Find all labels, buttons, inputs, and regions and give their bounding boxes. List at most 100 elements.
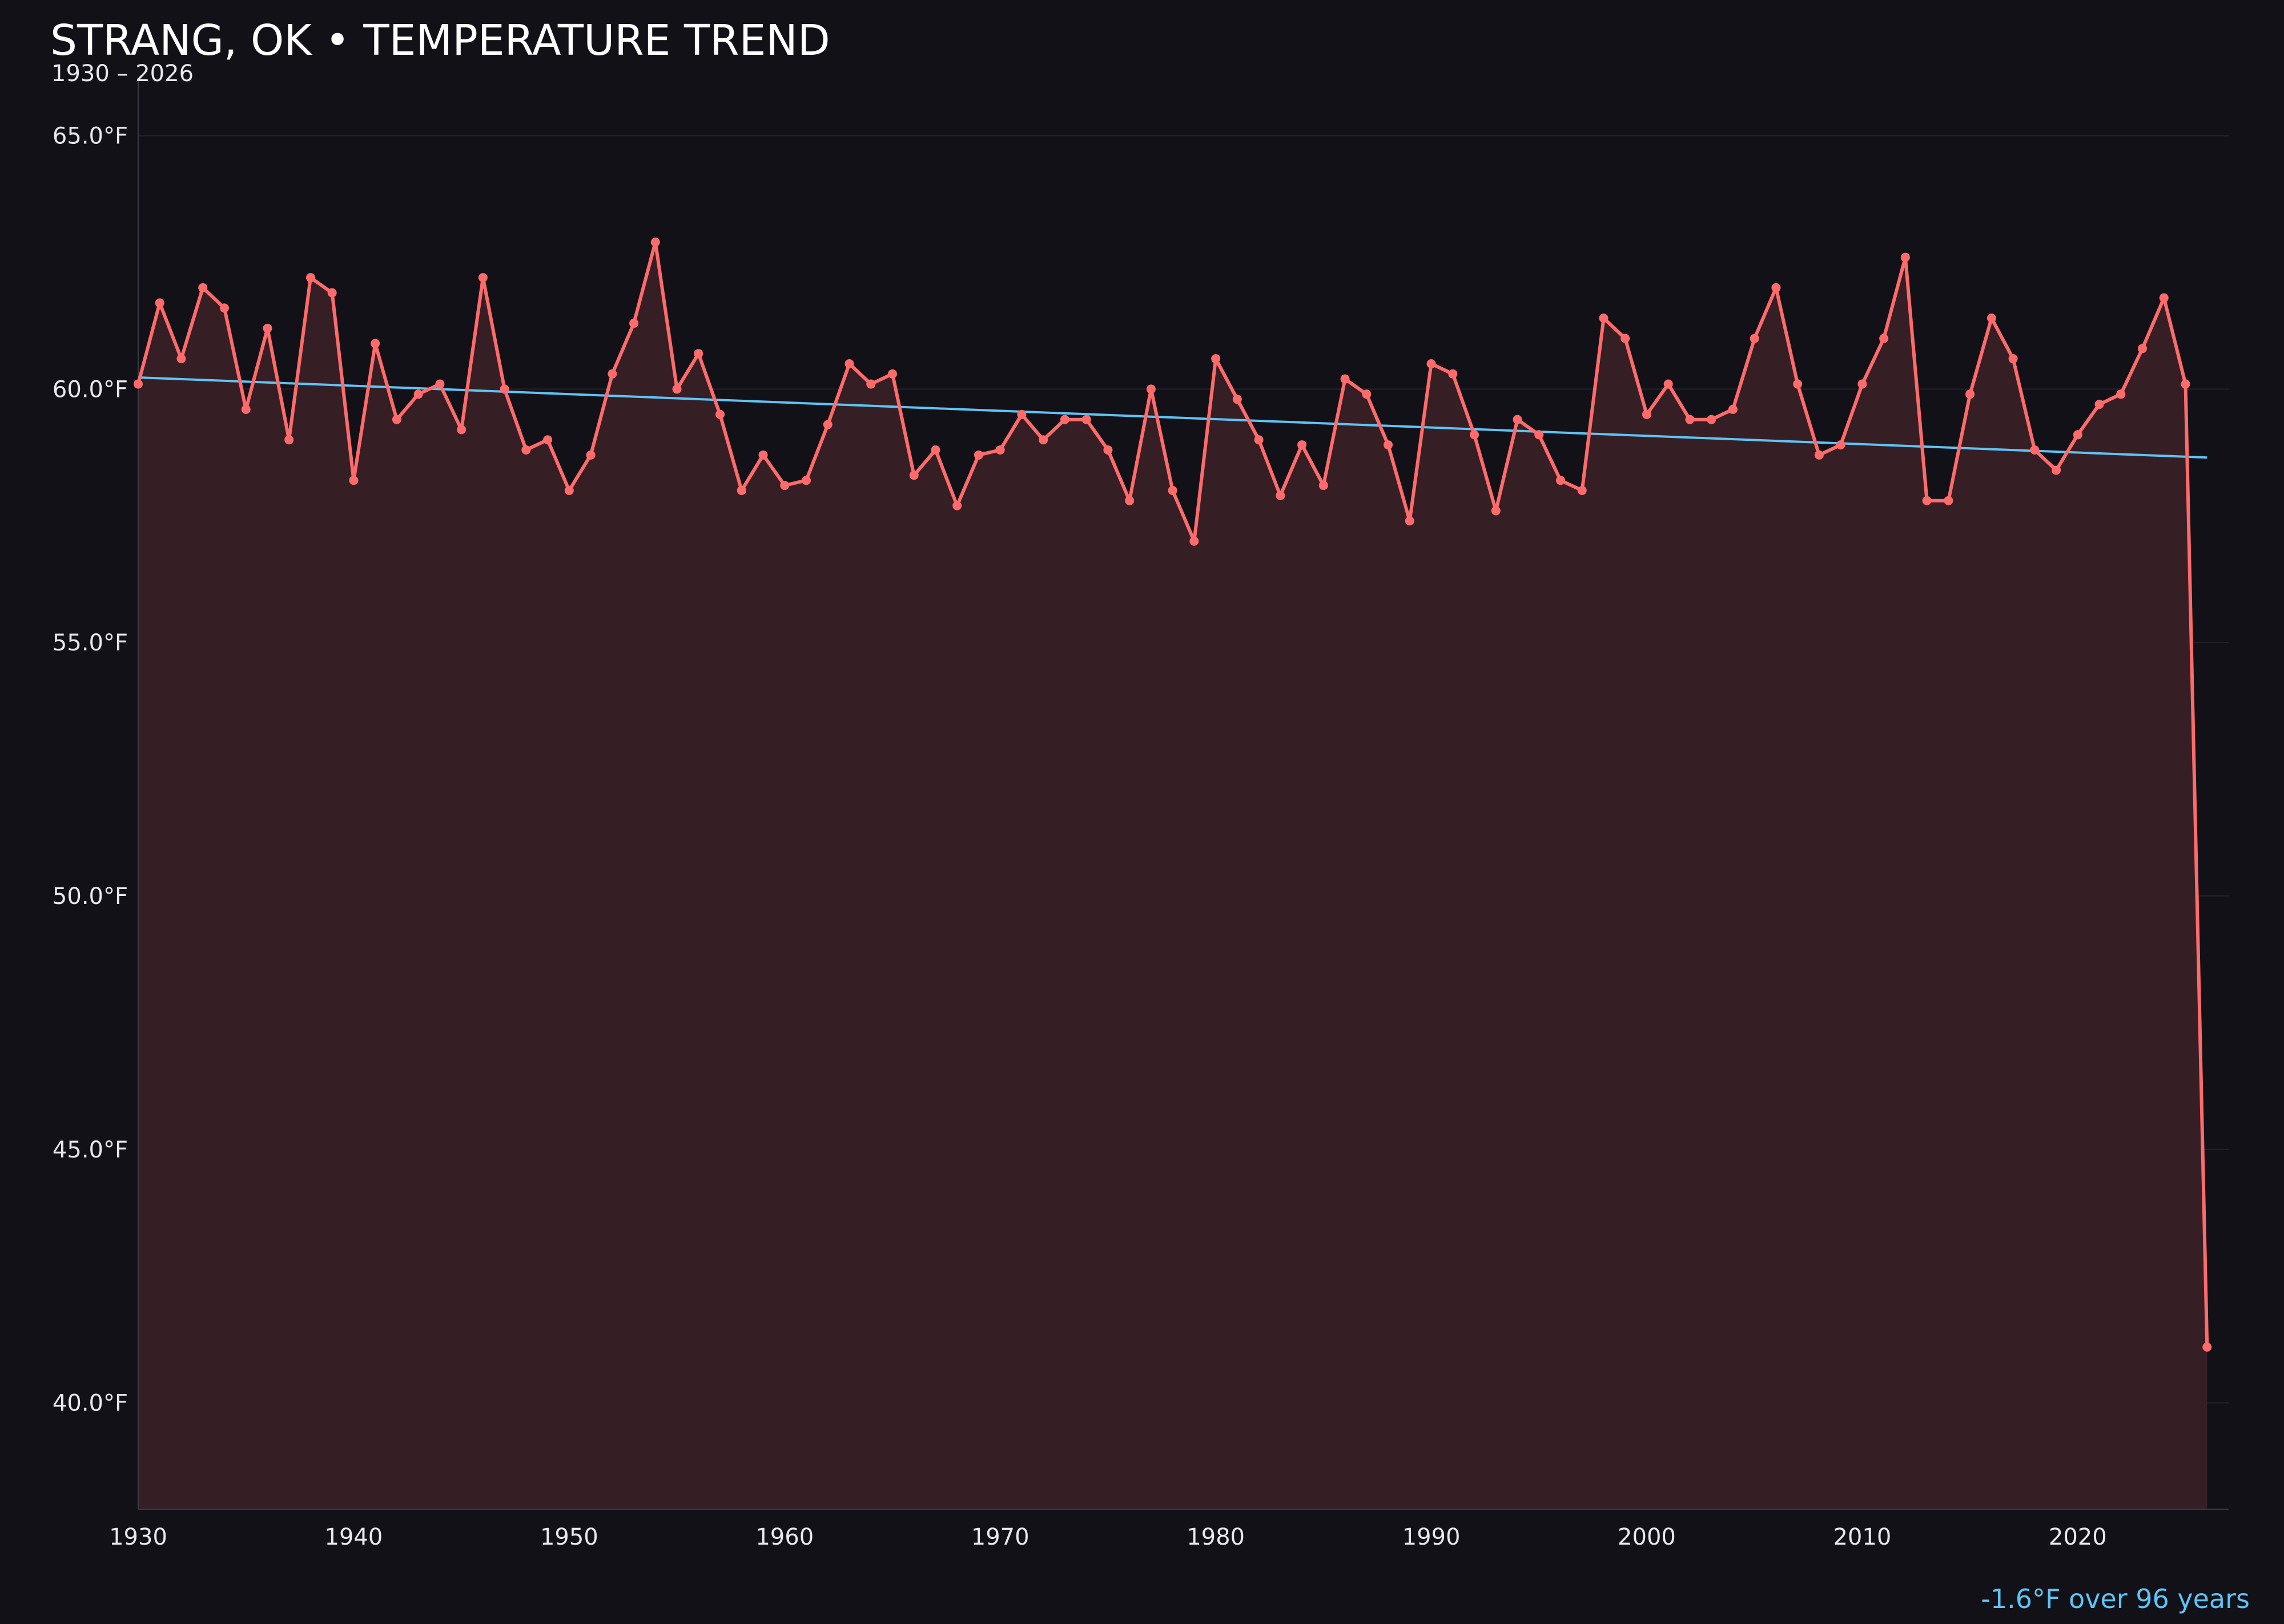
data-point bbox=[176, 354, 186, 364]
data-point bbox=[435, 379, 445, 389]
x-tick-label: 2020 bbox=[2049, 1524, 2107, 1550]
data-point bbox=[1900, 252, 1910, 262]
data-point bbox=[457, 425, 467, 435]
y-tick-label: 40.0°F bbox=[53, 1390, 128, 1417]
data-point bbox=[1189, 536, 1199, 546]
data-point bbox=[1685, 415, 1695, 424]
data-point bbox=[305, 273, 315, 283]
data-point bbox=[845, 359, 854, 369]
data-point bbox=[1555, 476, 1565, 485]
data-point bbox=[974, 450, 983, 460]
data-point bbox=[1793, 379, 1803, 389]
data-point bbox=[1060, 415, 1069, 424]
data-point bbox=[1642, 409, 1651, 419]
data-point bbox=[413, 389, 423, 399]
data-point bbox=[1318, 481, 1328, 491]
data-point bbox=[780, 481, 790, 491]
data-point bbox=[1620, 333, 1630, 343]
data-point bbox=[1965, 389, 1975, 399]
x-tick-label: 1950 bbox=[540, 1524, 598, 1550]
data-point bbox=[349, 476, 359, 485]
data-point bbox=[1125, 496, 1135, 505]
data-point bbox=[952, 501, 962, 510]
data-point bbox=[1944, 496, 1953, 505]
data-point bbox=[392, 415, 401, 424]
data-point bbox=[1771, 283, 1781, 292]
y-tick-label: 60.0°F bbox=[53, 376, 128, 403]
data-point bbox=[758, 450, 768, 460]
data-point bbox=[1750, 333, 1759, 343]
data-point bbox=[1254, 435, 1264, 445]
data-point bbox=[629, 319, 639, 328]
data-point bbox=[134, 379, 143, 389]
data-point bbox=[219, 303, 229, 313]
x-tick-label: 1930 bbox=[109, 1524, 167, 1550]
data-point bbox=[1577, 485, 1587, 495]
data-point bbox=[1513, 415, 1522, 424]
x-tick-label: 2010 bbox=[1833, 1524, 1891, 1550]
data-point bbox=[737, 485, 746, 495]
x-tick-label: 1990 bbox=[1402, 1524, 1461, 1550]
x-tick-label: 1980 bbox=[1187, 1524, 1245, 1550]
data-point bbox=[263, 323, 272, 333]
data-point bbox=[2008, 354, 2018, 364]
data-point bbox=[1103, 445, 1113, 455]
data-point bbox=[2181, 379, 2190, 389]
data-point bbox=[2116, 389, 2126, 399]
data-point bbox=[327, 288, 337, 298]
data-point bbox=[1922, 496, 1932, 505]
data-point bbox=[1663, 379, 1673, 389]
data-point bbox=[1297, 440, 1307, 450]
data-point bbox=[198, 283, 208, 292]
data-point bbox=[823, 420, 833, 429]
data-point bbox=[866, 379, 876, 389]
data-point bbox=[1987, 313, 1996, 323]
data-point bbox=[802, 476, 811, 485]
data-point bbox=[1384, 440, 1393, 450]
data-point bbox=[2159, 293, 2169, 303]
data-point bbox=[608, 369, 617, 379]
x-tick-labels: 1930 1940 1950 1960 1970 1980 1990 2000 2010 2020 bbox=[109, 1524, 2107, 1550]
data-point bbox=[521, 445, 531, 455]
data-point bbox=[1405, 516, 1414, 526]
data-point bbox=[1879, 333, 1889, 343]
data-point bbox=[887, 369, 897, 379]
data-point bbox=[995, 445, 1005, 455]
data-point bbox=[543, 435, 553, 445]
y-tick-label: 55.0°F bbox=[53, 630, 128, 656]
data-point bbox=[284, 435, 294, 445]
data-point bbox=[1836, 440, 1845, 450]
data-point bbox=[2073, 430, 2082, 440]
y-tick-label: 50.0°F bbox=[53, 883, 128, 910]
data-point bbox=[672, 384, 682, 394]
x-tick-label: 1960 bbox=[755, 1524, 814, 1550]
data-point bbox=[1707, 415, 1716, 424]
data-point bbox=[1426, 359, 1436, 369]
data-point bbox=[371, 339, 380, 348]
data-point bbox=[1599, 313, 1609, 323]
data-point bbox=[155, 298, 164, 308]
data-point bbox=[2052, 465, 2061, 475]
data-point bbox=[1146, 384, 1156, 394]
data-point bbox=[1534, 430, 1544, 440]
data-point bbox=[500, 384, 509, 394]
data-point bbox=[694, 349, 703, 359]
series-area-fill bbox=[138, 242, 2207, 1509]
data-point bbox=[2138, 344, 2148, 353]
data-point bbox=[1814, 450, 1824, 460]
data-point bbox=[1211, 354, 1221, 364]
y-tick-labels: 40.0°F 45.0°F 50.0°F 55.0°F 60.0°F 65.0°F bbox=[53, 123, 128, 1417]
data-point bbox=[1081, 415, 1091, 424]
data-point bbox=[1340, 374, 1350, 384]
data-point bbox=[1448, 369, 1458, 379]
data-point bbox=[650, 238, 660, 247]
data-point bbox=[1470, 430, 1479, 440]
y-tick-label: 45.0°F bbox=[53, 1137, 128, 1163]
x-tick-label: 2000 bbox=[1618, 1524, 1676, 1550]
x-tick-label: 1970 bbox=[971, 1524, 1030, 1550]
data-point bbox=[1232, 395, 1242, 404]
data-point bbox=[1857, 379, 1867, 389]
chart-subtitle: 1930 – 2026 bbox=[51, 61, 194, 87]
data-point bbox=[1168, 485, 1177, 495]
